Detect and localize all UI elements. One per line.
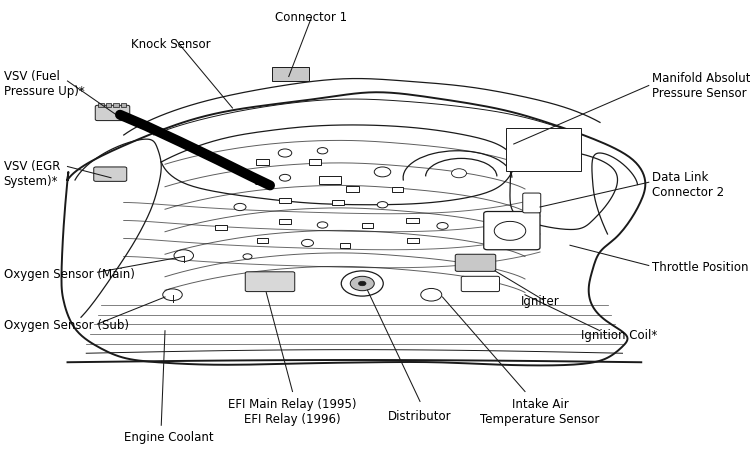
Text: Connector 1: Connector 1 [275,11,347,24]
Text: Throttle Position Sensor: Throttle Position Sensor [652,261,750,274]
Text: VSV (Fuel
Pressure Up)*: VSV (Fuel Pressure Up)* [4,70,85,98]
Circle shape [174,250,194,261]
Bar [346,186,359,192]
Circle shape [377,202,388,208]
Text: VSV (EGR
System)*: VSV (EGR System)* [4,160,60,188]
Circle shape [302,239,313,247]
Bar [98,104,104,107]
Text: Intake Air
Temperature Sensor: Intake Air Temperature Sensor [480,398,600,426]
Text: Data Link
Connector 2: Data Link Connector 2 [652,171,724,199]
Bar [309,159,321,165]
Text: EFI Main Relay (1995)
EFI Relay (1996): EFI Main Relay (1995) EFI Relay (1996) [228,398,357,426]
Circle shape [358,281,366,286]
FancyBboxPatch shape [484,212,540,250]
Bar [257,238,268,243]
Circle shape [234,203,246,211]
Text: Manifold Absolute
Pressure Sensor: Manifold Absolute Pressure Sensor [652,72,750,100]
Circle shape [436,223,448,230]
Text: Ignition Coil*: Ignition Coil* [581,328,658,342]
Circle shape [341,271,383,296]
FancyBboxPatch shape [455,254,496,271]
Bar [406,238,418,243]
Bar [279,198,291,203]
Circle shape [279,174,291,181]
Bar [106,104,111,107]
Bar [392,188,403,192]
Bar [332,200,344,205]
FancyBboxPatch shape [523,193,541,213]
Circle shape [317,148,328,154]
Bar [319,176,341,184]
FancyBboxPatch shape [245,272,295,292]
Circle shape [163,289,182,301]
FancyBboxPatch shape [95,105,130,121]
Circle shape [350,276,374,291]
Bar [272,67,309,81]
Bar [506,128,581,171]
Bar [113,104,118,107]
FancyBboxPatch shape [461,276,500,292]
Bar [121,104,126,107]
Circle shape [452,169,466,178]
Text: Oxygen Sensor (Sub): Oxygen Sensor (Sub) [4,320,129,333]
Bar [340,243,350,248]
Text: Knock Sensor: Knock Sensor [131,38,211,51]
Text: Engine Coolant: Engine Coolant [124,431,214,444]
Bar [215,225,227,230]
Circle shape [421,288,442,301]
Bar [279,219,291,224]
Text: Oxygen Sensor (Main): Oxygen Sensor (Main) [4,268,135,281]
Bar [362,224,373,228]
Circle shape [374,167,391,177]
Circle shape [317,222,328,228]
Text: Distributor: Distributor [388,410,452,423]
Bar [256,159,269,165]
FancyBboxPatch shape [94,167,127,181]
Circle shape [243,254,252,259]
Bar [406,217,419,224]
Circle shape [278,149,292,157]
Text: Igniter: Igniter [521,295,560,308]
